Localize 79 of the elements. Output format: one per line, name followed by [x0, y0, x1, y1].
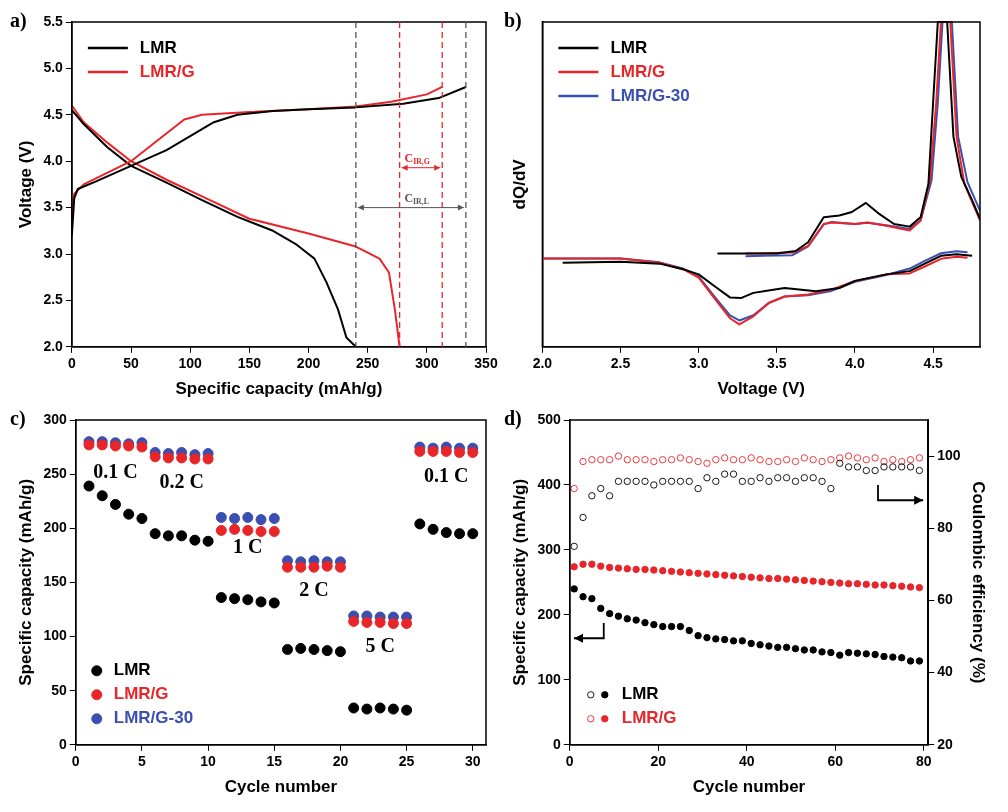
- x-tick-label: 10: [200, 753, 217, 770]
- y-tick-label: 150: [43, 573, 67, 590]
- y-tick-label: 0: [552, 735, 561, 752]
- y2-tick-label: 40: [937, 663, 954, 680]
- y2-tick-label: 60: [937, 591, 954, 608]
- x-tick-label: 250: [356, 355, 380, 372]
- legend-label: LMR: [139, 37, 177, 57]
- y-tick-label: 250: [43, 464, 67, 481]
- y-axis-title: Specific capacity (mAh/g): [509, 478, 529, 686]
- x-tick-label: 3.5: [767, 355, 787, 372]
- x-tick-label: 5: [138, 753, 147, 770]
- x-axis-title: Cycle number: [692, 777, 806, 797]
- y-tick-label: 100: [43, 627, 67, 644]
- legend-label: LMR: [610, 37, 648, 57]
- x-tick-label: 4.5: [923, 355, 944, 372]
- x-axis-title: Cycle number: [224, 777, 338, 797]
- y-tick-label: 3.0: [43, 244, 64, 261]
- x-tick-label: 80: [916, 753, 932, 770]
- x-tick-label: 60: [827, 753, 844, 770]
- x-tick-label: 300: [415, 355, 439, 372]
- x-tick-label: 20: [650, 753, 667, 770]
- x-tick-label: 0: [565, 753, 574, 770]
- x-tick-label: 4.0: [845, 355, 865, 372]
- y-tick-label: 100: [537, 670, 561, 687]
- y2-tick-label: 100: [937, 446, 961, 463]
- annotation: 2 C: [299, 577, 329, 600]
- annotation: 5 C: [365, 634, 395, 657]
- y-tick-label: 400: [537, 475, 561, 492]
- y-tick-label: 4.0: [43, 152, 64, 169]
- y-tick-label: 5.5: [43, 12, 64, 29]
- x-tick-label: 3.0: [688, 355, 709, 372]
- legend-label: LMR/G-30: [113, 708, 194, 728]
- y-tick-label: 50: [51, 681, 67, 698]
- x-tick-label: 350: [474, 355, 498, 372]
- y-tick-label: 5.0: [43, 59, 64, 76]
- y2-tick-label: 80: [937, 519, 954, 536]
- legend-label: LMR: [621, 684, 659, 704]
- y-tick-label: 300: [43, 410, 67, 427]
- y-axis-title: Specific capacity (mAh/g): [15, 478, 35, 686]
- chart-title: b): [504, 9, 522, 33]
- y-tick-label: 0: [58, 735, 67, 752]
- legend-label: LMR/G: [139, 61, 195, 81]
- annotation: 1 C: [233, 534, 263, 557]
- x-axis-title: Specific capacity (mAh/g): [175, 379, 383, 399]
- chart-title: d): [504, 407, 522, 431]
- y-tick-label: 2.0: [43, 337, 64, 354]
- annotation: 0.2 C: [159, 469, 204, 492]
- x-tick-label: 15: [266, 753, 283, 770]
- y-tick-label: 200: [43, 519, 67, 536]
- legend-label: LMR/G-30: [610, 85, 690, 105]
- x-tick-label: 150: [237, 355, 262, 372]
- x-tick-label: 25: [398, 753, 415, 770]
- y-axis-title: Voltage (V): [15, 140, 35, 229]
- y2-tick-label: 20: [937, 735, 954, 752]
- legend-label: LMR/G: [610, 61, 666, 81]
- y-tick-label: 3.5: [43, 198, 64, 215]
- x-tick-label: 20: [332, 753, 349, 770]
- x-axis-title: Voltage (V): [717, 379, 805, 399]
- x-tick-label: 50: [123, 355, 140, 372]
- legend-label: LMR/G: [621, 708, 677, 728]
- chart-title: c): [10, 407, 26, 431]
- y2-axis-title: Coulombic efficiency (%): [969, 481, 989, 684]
- y-tick-label: 500: [537, 410, 561, 427]
- y-axis-title: dQ/dV: [509, 158, 529, 210]
- x-tick-label: 30: [464, 753, 481, 770]
- legend-label: LMR/G: [113, 684, 169, 704]
- x-tick-label: 200: [296, 355, 321, 372]
- x-tick-label: 2.5: [610, 355, 631, 372]
- annotation: 0.1 C: [424, 464, 469, 487]
- y-tick-label: 200: [537, 605, 561, 622]
- legend-label: LMR: [113, 660, 151, 680]
- x-tick-label: 100: [178, 355, 203, 372]
- x-tick-label: 0: [71, 753, 80, 770]
- annotation: 0.1 C: [93, 459, 138, 482]
- y-tick-label: 2.5: [43, 291, 64, 308]
- x-tick-label: 40: [739, 753, 755, 770]
- y-tick-label: 4.5: [43, 105, 64, 122]
- chart-title: a): [10, 9, 27, 33]
- y-tick-label: 300: [537, 540, 561, 557]
